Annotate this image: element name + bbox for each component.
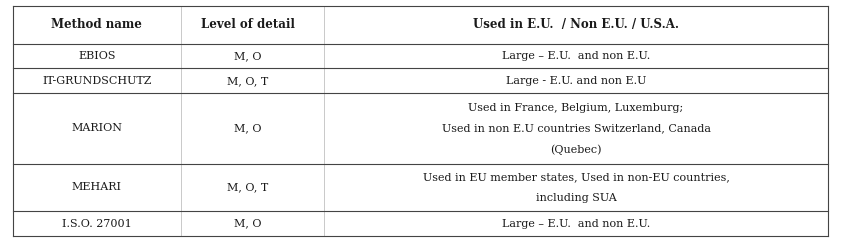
Text: M, O, T: M, O, T <box>227 76 269 86</box>
Text: M, O: M, O <box>235 219 262 228</box>
Text: (Quebec): (Quebec) <box>550 144 602 155</box>
Text: Level of detail: Level of detail <box>201 18 295 31</box>
Text: Large - E.U. and non E.U: Large - E.U. and non E.U <box>506 76 646 86</box>
Text: IT-GRUNDSCHUTZ: IT-GRUNDSCHUTZ <box>42 76 151 86</box>
Text: M, O: M, O <box>235 123 262 133</box>
Text: Large – E.U.  and non E.U.: Large – E.U. and non E.U. <box>502 219 650 228</box>
Text: Used in non E.U countries Switzerland, Canada: Used in non E.U countries Switzerland, C… <box>442 123 711 133</box>
Text: Method name: Method name <box>51 18 142 31</box>
Text: Used in France, Belgium, Luxemburg;: Used in France, Belgium, Luxemburg; <box>468 103 684 113</box>
Text: Large – E.U.  and non E.U.: Large – E.U. and non E.U. <box>502 51 650 61</box>
Text: Used in EU member states, Used in non-EU countries,: Used in EU member states, Used in non-EU… <box>423 172 729 182</box>
Text: MARION: MARION <box>71 123 122 133</box>
Text: I.S.O. 27001: I.S.O. 27001 <box>62 219 131 228</box>
Text: Used in E.U.  / Non E.U. / U.S.A.: Used in E.U. / Non E.U. / U.S.A. <box>473 18 679 31</box>
Text: EBIOS: EBIOS <box>78 51 115 61</box>
Text: M, O: M, O <box>235 51 262 61</box>
Text: including SUA: including SUA <box>536 193 616 203</box>
Text: MEHARI: MEHARI <box>71 182 122 192</box>
Text: M, O, T: M, O, T <box>227 182 269 192</box>
